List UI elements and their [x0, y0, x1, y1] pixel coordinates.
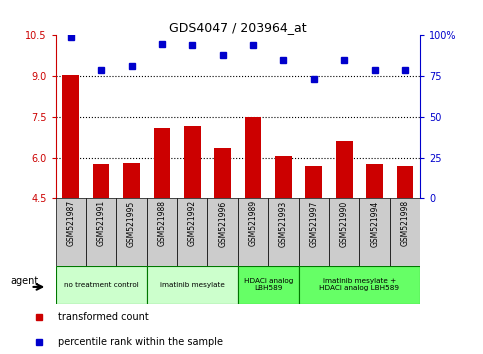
Bar [208, 198, 238, 266]
Bar [275, 156, 292, 198]
Text: agent: agent [10, 276, 38, 286]
Bar [177, 198, 208, 266]
Text: no treatment control: no treatment control [64, 282, 139, 288]
Bar [56, 198, 86, 266]
Text: GSM521988: GSM521988 [157, 200, 167, 246]
Bar [93, 164, 110, 198]
Title: GDS4047 / 203964_at: GDS4047 / 203964_at [169, 21, 307, 34]
Text: imatinib mesylate: imatinib mesylate [160, 282, 225, 288]
Bar [62, 75, 79, 198]
Bar [238, 198, 268, 266]
Bar [147, 266, 238, 304]
Bar [86, 198, 116, 266]
Bar [238, 266, 298, 304]
Text: GSM521993: GSM521993 [279, 200, 288, 246]
Bar [56, 266, 147, 304]
Bar [359, 198, 390, 266]
Bar [336, 141, 353, 198]
Bar [298, 198, 329, 266]
Text: GSM521991: GSM521991 [97, 200, 106, 246]
Text: transformed count: transformed count [58, 312, 149, 322]
Text: GSM521992: GSM521992 [188, 200, 197, 246]
Bar [268, 198, 298, 266]
Bar [116, 198, 147, 266]
Bar [397, 166, 413, 198]
Bar [329, 198, 359, 266]
Text: GSM521989: GSM521989 [249, 200, 257, 246]
Text: GSM521996: GSM521996 [218, 200, 227, 246]
Text: HDACi analog
LBH589: HDACi analog LBH589 [243, 279, 293, 291]
Bar [184, 126, 200, 198]
Text: GSM521997: GSM521997 [309, 200, 318, 246]
Bar [147, 198, 177, 266]
Text: GSM521987: GSM521987 [66, 200, 75, 246]
Text: percentile rank within the sample: percentile rank within the sample [58, 337, 223, 347]
Bar [123, 163, 140, 198]
Bar [366, 164, 383, 198]
Bar [298, 266, 420, 304]
Bar [214, 148, 231, 198]
Text: imatinib mesylate +
HDACi analog LBH589: imatinib mesylate + HDACi analog LBH589 [319, 279, 399, 291]
Text: GSM521990: GSM521990 [340, 200, 349, 246]
Bar [245, 117, 261, 198]
Text: GSM521995: GSM521995 [127, 200, 136, 246]
Text: GSM521994: GSM521994 [370, 200, 379, 246]
Bar [154, 128, 170, 198]
Text: GSM521998: GSM521998 [400, 200, 410, 246]
Bar [305, 166, 322, 198]
Bar [390, 198, 420, 266]
